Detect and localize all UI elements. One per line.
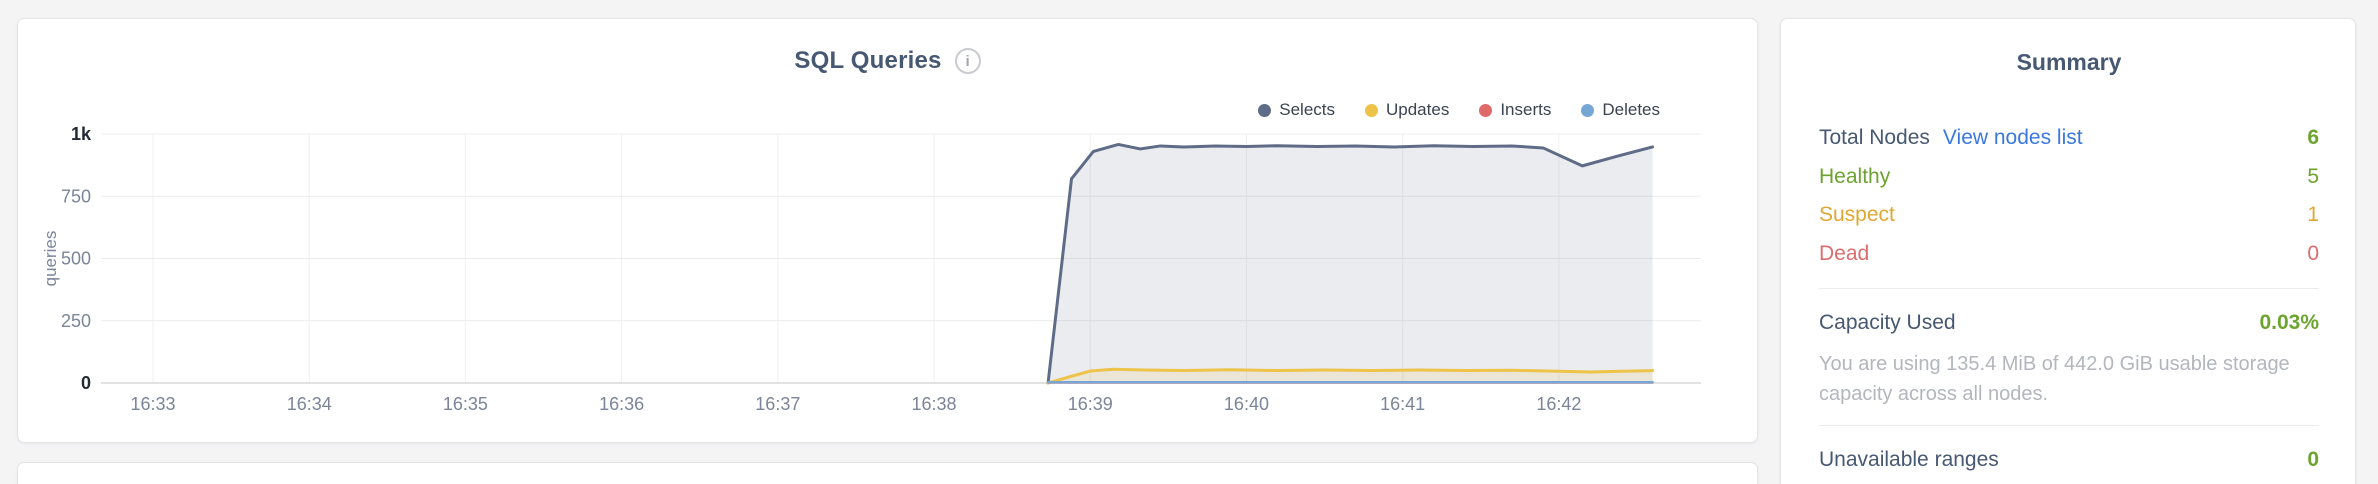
node-status-rows: Total Nodes View nodes list 6 Healthy 5 … [1819,119,2319,273]
healthy-label: Healthy [1819,164,1891,188]
view-nodes-list-link[interactable]: View nodes list [1942,126,2083,149]
capacity-label: Capacity Used [1819,311,1956,334]
summary-row-suspect: Suspect 1 [1819,196,2319,235]
svg-text:16:41: 16:41 [1380,394,1425,414]
svg-text:16:42: 16:42 [1536,394,1581,414]
svg-text:16:33: 16:33 [130,394,175,414]
info-icon[interactable]: i [954,48,981,74]
updates-dot-icon [1365,103,1378,117]
svg-text:16:35: 16:35 [443,394,488,414]
suspect-value: 1 [2307,203,2319,226]
next-chart-card [17,462,1758,484]
svg-text:250: 250 [61,311,91,331]
dead-label: Dead [1819,241,1870,265]
sql-queries-card: SQL Queries i Selects Updates Inserts De… [17,18,1758,443]
svg-text:16:40: 16:40 [1224,394,1269,414]
svg-text:1k: 1k [71,124,92,144]
deletes-dot-icon [1581,103,1595,117]
unavailable-ranges-value: 0 [2307,447,2319,471]
legend-label: Selects [1279,100,1335,119]
total-nodes-value: 6 [2307,126,2319,149]
svg-text:0: 0 [81,373,91,393]
divider [1819,288,2319,289]
summary-row-total-nodes: Total Nodes View nodes list 6 [1819,119,2319,158]
legend-item-inserts[interactable]: Inserts [1479,100,1551,120]
svg-text:16:34: 16:34 [287,394,332,414]
capacity-value: 0.03% [2259,311,2319,334]
total-nodes-label: Total Nodes [1819,126,1930,149]
suspect-label: Suspect [1819,203,1895,226]
capacity-block: Capacity Used 0.03% You are using 135.4 … [1819,304,2319,410]
summary-title: Summary [2016,49,2122,75]
legend-item-deletes[interactable]: Deletes [1581,100,1660,120]
summary-row-capacity: Capacity Used 0.03% [1819,304,2319,343]
svg-text:16:36: 16:36 [599,394,644,414]
svg-text:750: 750 [61,186,91,206]
svg-text:16:38: 16:38 [912,394,957,414]
svg-text:16:37: 16:37 [755,394,800,414]
svg-text:queries: queries [41,231,60,287]
selects-dot-icon [1258,103,1272,117]
chart-header: SQL Queries i [18,47,1757,75]
chart-title: SQL Queries [794,47,942,74]
legend-label: Deletes [1602,100,1660,119]
summary-row-healthy: Healthy 5 [1819,158,2319,197]
summary-row-dead: Dead 0 [1819,235,2319,274]
divider [1819,424,2319,426]
summary-card: Summary Total Nodes View nodes list 6 He… [1780,18,2356,484]
legend-item-selects[interactable]: Selects [1258,100,1335,120]
svg-text:500: 500 [61,249,91,269]
legend-label: Inserts [1500,100,1552,119]
legend-item-updates[interactable]: Updates [1365,100,1449,120]
capacity-description: You are using 135.4 MiB of 442.0 GiB usa… [1819,352,2290,406]
sql-queries-chart[interactable]: 16:33 16:34 16:35 16:36 16:37 16:38 16:39 16:40… [18,19,1759,444]
svg-text:16:39: 16:39 [1068,394,1113,414]
inserts-dot-icon [1479,103,1493,117]
dead-value: 0 [2307,241,2319,265]
chart-legend: Selects Updates Inserts Deletes [1258,100,1660,120]
unavailable-ranges-label: Unavailable ranges [1819,447,1999,471]
healthy-value: 5 [2307,164,2319,188]
summary-row-unavailable-ranges: Unavailable ranges 0 [1819,441,2319,480]
legend-label: Updates [1386,100,1450,119]
